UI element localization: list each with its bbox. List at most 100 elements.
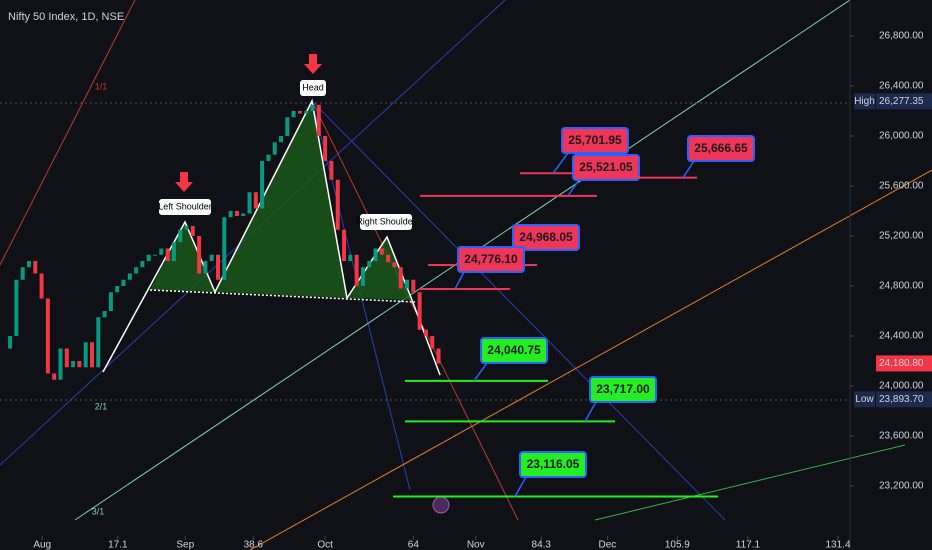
- candle-body: [266, 154, 271, 161]
- candle-body: [247, 192, 252, 214]
- x-tick-label: Oct: [317, 540, 333, 550]
- candle-body: [291, 111, 296, 118]
- y-tick-label: 26,400.00: [879, 81, 924, 92]
- price-marker-value: 23,893.70: [879, 394, 924, 405]
- arrow: [175, 172, 193, 192]
- target-pointer: [454, 271, 465, 290]
- candle-body: [45, 298, 50, 374]
- pattern-line: [102, 98, 441, 376]
- target-pointer: [514, 476, 527, 497]
- x-tick-label: 105.9: [665, 540, 690, 550]
- y-tick-label: 26,800.00: [879, 31, 924, 42]
- candle-body: [127, 273, 132, 280]
- event-icon[interactable]: [432, 496, 450, 514]
- candle-body: [354, 254, 359, 286]
- target-label: 24,040.75: [487, 343, 541, 357]
- candle-body: [423, 329, 428, 336]
- price-marker-box: [876, 391, 932, 408]
- target-box: [589, 376, 657, 403]
- pattern-fill: [215, 101, 347, 298]
- candle-body: [398, 267, 403, 289]
- candle-body: [279, 136, 284, 143]
- candle-body: [411, 279, 416, 293]
- candle-body: [64, 348, 69, 368]
- pattern-label-box: [360, 214, 412, 230]
- candle-body: [96, 317, 101, 368]
- candle-body: [140, 261, 145, 268]
- target-pointer: [552, 152, 569, 174]
- x-tick-label: 64: [408, 540, 420, 550]
- candle-body: [329, 161, 334, 180]
- target-box: [512, 224, 580, 251]
- fan-line: [594, 444, 906, 521]
- fan-line: [311, 100, 726, 521]
- pattern-label-box: [159, 199, 211, 215]
- x-tick-label: 131.4: [826, 540, 851, 550]
- x-tick-label: 117.1: [736, 540, 761, 550]
- candle-body: [159, 248, 164, 255]
- candle-body: [209, 254, 214, 261]
- x-tick-label: 38.6: [244, 540, 264, 550]
- y-tick-label: 25,200.00: [879, 231, 924, 242]
- candle-body: [360, 267, 365, 286]
- y-tick-label: 24,800.00: [879, 281, 924, 292]
- candle-body: [121, 279, 126, 286]
- target-label: 24,776.10: [464, 252, 518, 266]
- target-label: 23,116.05: [527, 457, 580, 471]
- candle-body: [134, 267, 139, 274]
- candle-body: [241, 213, 246, 216]
- y-tick-label: 24,000.00: [879, 381, 924, 392]
- candle-body: [436, 348, 441, 364]
- pattern-label: Right Shoulder: [356, 216, 416, 226]
- candle-body: [197, 236, 202, 274]
- candle-body: [58, 348, 63, 380]
- x-tick-label: Dec: [599, 540, 617, 550]
- candle-body: [253, 192, 258, 209]
- fan-line: [0, 0, 136, 266]
- candle-body: [392, 262, 397, 268]
- candle-body: [8, 336, 13, 349]
- candle-body: [52, 373, 57, 380]
- candle-body: [348, 254, 353, 261]
- target-label: 25,666.65: [694, 141, 748, 155]
- fan-label: 1/1: [95, 81, 108, 91]
- y-tick-label: 24,400.00: [879, 331, 924, 342]
- candle-body: [108, 292, 113, 311]
- fan-label: 3/1: [92, 506, 105, 516]
- candle-body: [297, 111, 302, 114]
- target-label: 24,968.05: [519, 230, 573, 244]
- target-box: [561, 127, 629, 154]
- candle-body: [323, 136, 328, 161]
- candle-body: [373, 248, 378, 261]
- fan-line: [311, 100, 519, 521]
- y-tick-label: 26,000.00: [879, 131, 924, 142]
- target-box: [519, 451, 587, 478]
- target-box: [480, 337, 548, 364]
- candle-body: [178, 229, 183, 243]
- candle-body: [430, 336, 435, 349]
- candle-body: [26, 261, 31, 268]
- candle-body: [203, 261, 208, 274]
- candle-body: [379, 248, 384, 255]
- candle-body: [165, 248, 170, 261]
- candle-body: [386, 254, 391, 263]
- target-label: 25,521.05: [579, 160, 633, 174]
- target-pointer: [473, 362, 488, 382]
- price-marker-box: [876, 355, 932, 372]
- price-marker-tag: [854, 93, 875, 110]
- target-pointer: [567, 179, 580, 197]
- target-box: [457, 246, 525, 273]
- candle-body: [77, 361, 82, 368]
- y-tick-label: 25,600.00: [879, 181, 924, 192]
- y-tick-label: 23,200.00: [879, 481, 924, 492]
- target-box: [687, 135, 755, 162]
- candle-body: [190, 226, 195, 236]
- candle-body: [153, 254, 158, 256]
- candle-body: [222, 217, 227, 280]
- candle-body: [171, 242, 176, 261]
- candle-body: [146, 254, 151, 261]
- candle-body: [367, 261, 372, 268]
